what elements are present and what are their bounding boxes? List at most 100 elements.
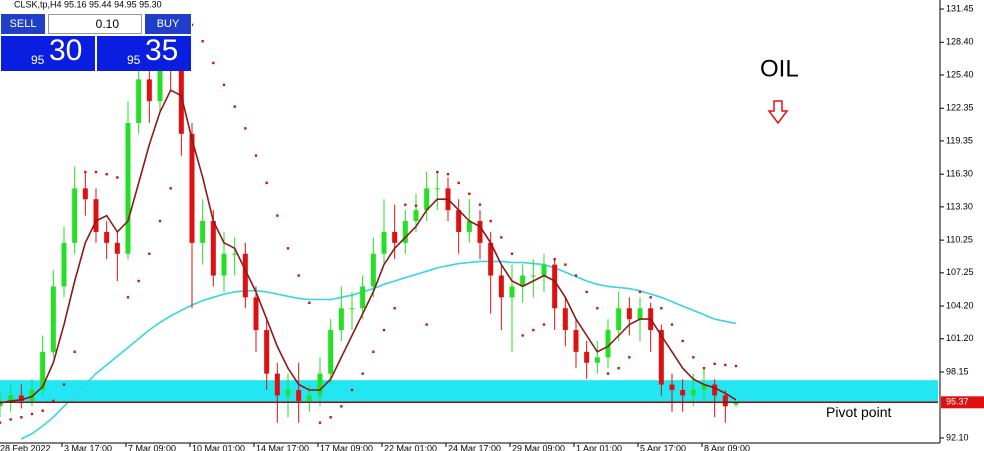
candle-body (93, 199, 99, 232)
sar-dot (414, 204, 418, 207)
sar-dot (393, 307, 396, 310)
x-tick-label: 29 Mar 09:00 (512, 443, 565, 451)
candle-body (200, 221, 206, 243)
candle-body (520, 275, 526, 287)
sar-dot (62, 383, 66, 386)
candle-body (605, 330, 611, 358)
candle-body (424, 188, 430, 211)
sar-dot (73, 350, 76, 354)
candle-body (434, 188, 440, 190)
pivot-price-label: 95.37 (946, 397, 969, 407)
sar-dot (169, 187, 172, 190)
sar-dot (308, 301, 311, 304)
trade-panel: SELL 0.10 BUY 95 30 95 35 (0, 13, 192, 71)
candle-body (360, 286, 366, 309)
sar-dot (105, 172, 108, 176)
candle-body (125, 122, 131, 254)
candle-body (8, 395, 14, 401)
candle-body (370, 253, 376, 287)
y-tick-label: 92.10 (946, 432, 969, 442)
sar-dot (638, 290, 642, 294)
candle-body (136, 79, 142, 123)
y-tick-label: 113.30 (946, 201, 973, 211)
y-tick-label: 125.40 (946, 69, 974, 79)
candle-body (498, 275, 504, 298)
sell-price[interactable]: 95 30 (1, 34, 95, 71)
x-tick-label: 5 Apr 17:00 (640, 443, 686, 451)
sar-dot (126, 296, 130, 299)
buy-button[interactable]: BUY (145, 14, 191, 34)
sell-button[interactable]: SELL (1, 14, 45, 34)
sar-dot (681, 339, 684, 343)
candle-body (242, 253, 248, 298)
x-tick-label: 3 Mar 17:00 (64, 443, 112, 451)
sar-dot (41, 409, 44, 412)
sar-dot (116, 176, 119, 179)
sar-dot (500, 236, 503, 239)
y-tick-label: 107.25 (946, 267, 974, 277)
buy-price-small: 95 (127, 53, 141, 67)
sar-dot (702, 366, 706, 370)
sell-price-small: 95 (31, 53, 45, 67)
candle-body (178, 68, 184, 134)
sar-dot (425, 323, 428, 326)
candle-body (733, 403, 739, 405)
candle-body (306, 395, 312, 401)
sar-dot (521, 334, 524, 337)
sar-dot (340, 405, 343, 408)
lot-input[interactable]: 0.10 (48, 14, 142, 34)
x-tick-label: 22 Mar 01:00 (384, 443, 437, 451)
candle-body (594, 357, 600, 363)
candle-body (189, 133, 195, 243)
candle-body (253, 297, 259, 331)
sar-dot (84, 170, 87, 174)
sell-price-big: 30 (49, 34, 83, 67)
candle-body (232, 253, 238, 255)
candle-body (381, 231, 387, 254)
candle-body (669, 384, 675, 390)
sar-dot (404, 203, 407, 206)
candle-body (392, 231, 398, 243)
sar-dot (361, 372, 364, 375)
sar-dot (649, 296, 652, 299)
x-tick-label: 28 Feb 2022 (0, 443, 51, 451)
candle-body (658, 330, 664, 385)
candle-body (349, 308, 355, 310)
y-tick-label: 104.20 (946, 300, 974, 310)
down-arrow (767, 100, 789, 125)
sar-dot (670, 323, 674, 326)
sar-dot (212, 61, 215, 65)
candle-body (616, 308, 622, 331)
x-tick-label: 17 Mar 09:00 (320, 443, 373, 451)
sar-dot (254, 154, 258, 157)
sar-dot (318, 421, 322, 424)
sar-dot (553, 257, 556, 261)
sar-dot (628, 356, 631, 359)
candle-body (530, 275, 536, 277)
x-tick-label: 7 Mar 09:00 (128, 443, 176, 451)
sar-dot (596, 307, 599, 310)
chart-header: CLSK,tp,H4 95.16 95.44 94.95 95.30 (14, 0, 162, 9)
candle-body (296, 389, 302, 401)
candle-body (157, 57, 163, 102)
sar-dot (713, 362, 716, 366)
candle-body (626, 308, 632, 320)
sar-dot (436, 170, 439, 174)
sar-dot (94, 170, 98, 174)
sar-dot (510, 252, 514, 255)
sar-dot (20, 416, 23, 419)
annotation: OIL (760, 55, 799, 82)
sar-dot (692, 356, 695, 359)
sar-dot (190, 23, 194, 27)
y-tick-label: 116.30 (946, 169, 973, 179)
candle-body (680, 389, 686, 396)
pivot-text: Pivot point (826, 404, 891, 420)
candle-body (328, 330, 334, 374)
buy-price[interactable]: 95 35 (97, 34, 191, 71)
sar-dot (9, 418, 12, 421)
x-tick-label: 8 Apr 09:00 (704, 443, 750, 451)
sar-dot (532, 328, 535, 332)
sar-dot (564, 263, 567, 266)
sar-dot (585, 290, 588, 294)
sar-dot (734, 364, 738, 368)
